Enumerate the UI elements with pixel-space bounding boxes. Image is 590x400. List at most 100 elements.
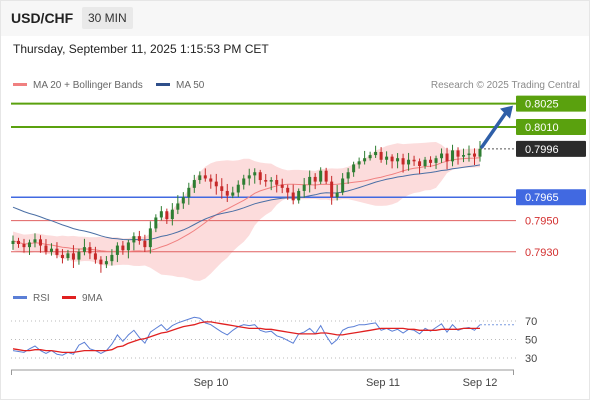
rsi-ma-legend-label: 9MA [82, 293, 103, 304]
level-badge-0.8025 [516, 95, 586, 112]
timeframe-badge[interactable]: 30 MIN [82, 7, 133, 29]
candle-body [385, 156, 389, 160]
candle-body [330, 181, 334, 198]
forecast-arrow-shaft [480, 110, 508, 149]
candle-body [401, 158, 405, 165]
candle [66, 249, 70, 261]
candle-body [203, 175, 207, 179]
candle [110, 249, 114, 266]
candle [258, 169, 262, 185]
level-label-0.8025: 0.8025 [525, 99, 559, 111]
ma50-legend-label: MA 50 [176, 80, 205, 91]
level-badge-0.8010 [516, 119, 586, 135]
candle-body [214, 181, 218, 187]
candle-body [93, 253, 97, 260]
candle [220, 178, 224, 199]
candle [77, 248, 81, 265]
ma50-legend: MA 50 [156, 80, 204, 91]
candle-body [423, 159, 427, 166]
candle-body [462, 155, 466, 157]
candle-body [280, 184, 284, 188]
candle-body [472, 153, 477, 157]
candle [137, 230, 141, 245]
candle-body [154, 217, 158, 229]
rsi-legend: RSI [13, 293, 50, 304]
candle-body [16, 240, 21, 244]
candle [401, 153, 405, 173]
candle [44, 239, 48, 255]
candle-body [363, 158, 367, 162]
candle [60, 249, 64, 264]
candle-body [275, 180, 279, 185]
candle [269, 177, 273, 191]
candle [247, 168, 251, 186]
level-badge-0.7965 [516, 189, 586, 206]
candle-body [308, 176, 312, 185]
candle [264, 174, 268, 187]
candle-body [60, 254, 64, 259]
candle [242, 174, 246, 190]
candle [55, 242, 59, 259]
candle [143, 234, 147, 252]
candle-body [297, 190, 301, 201]
candle-body [104, 261, 108, 265]
candle-body [346, 172, 350, 179]
candle [352, 161, 356, 177]
rsi-panel: 30 50 70 [11, 316, 537, 365]
candle-body [170, 209, 174, 220]
candle-body [236, 184, 240, 193]
rsi-swatch [13, 295, 27, 299]
last-price-label: 0.7996 [525, 144, 559, 156]
candle [231, 186, 235, 199]
candle-body [247, 175, 251, 179]
level-label-0.7930: 0.7930 [525, 247, 559, 259]
candle-body [407, 159, 411, 165]
candle [121, 241, 125, 255]
candle [445, 147, 449, 170]
candle [22, 238, 26, 253]
chart-header: USD/CHF 30 MIN [0, 0, 590, 36]
level-label-0.8010: 0.8010 [525, 122, 559, 134]
candle [418, 158, 422, 174]
candle [385, 151, 389, 165]
candle [335, 184, 339, 201]
candle [236, 180, 240, 198]
candle-body [66, 253, 70, 259]
candle [115, 242, 119, 263]
candle-body [429, 159, 433, 163]
candle-body [335, 192, 339, 198]
candle [396, 153, 400, 169]
time-axis: Sep 10 Sep 11 Sep 12 [11, 369, 514, 389]
candle-body [412, 159, 416, 162]
candle [467, 145, 471, 162]
candle-body [176, 203, 180, 210]
candle-body [148, 228, 152, 248]
candle [390, 154, 394, 169]
candle [363, 150, 367, 165]
candle-body [368, 155, 372, 159]
candle-body [165, 211, 169, 220]
candle [291, 184, 295, 205]
candle [379, 147, 383, 163]
level-labels-layer: 0.8025 0.8010 0.7965 0.7950 0.7930 0.7996 [516, 95, 586, 259]
level-label-0.7965: 0.7965 [525, 192, 559, 204]
candle [297, 188, 301, 204]
candle [330, 175, 334, 205]
rsi-ma-line [12, 321, 480, 354]
candle [93, 246, 97, 264]
candle-body [115, 245, 119, 255]
candle [313, 173, 317, 190]
candle-body [192, 180, 196, 188]
candle-body [319, 170, 323, 182]
last-price-badge [516, 140, 586, 157]
candle-body [286, 187, 290, 193]
candle [412, 155, 416, 166]
candle-body [22, 244, 26, 248]
copyright-text: Research © 2025 Trading Central [430, 80, 580, 91]
candle [456, 147, 460, 165]
rsi-legend-label: RSI [33, 293, 50, 304]
candles-layer [11, 140, 482, 273]
ma50-line [12, 164, 481, 241]
candle [126, 239, 130, 259]
